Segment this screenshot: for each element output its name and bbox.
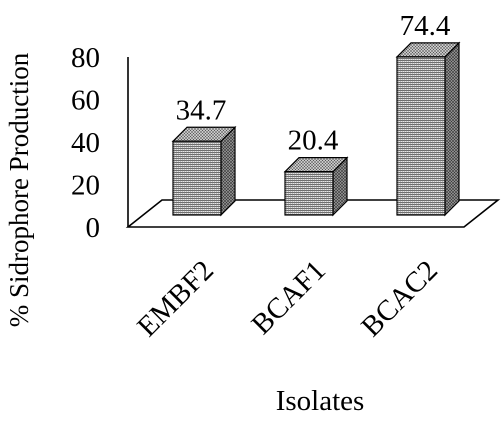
- bar-bcac2: [395, 41, 461, 217]
- x-tick-label: EMBF2: [131, 254, 220, 343]
- bar-front: [396, 56, 446, 216]
- y-tick-labels: 0 20 40 60 80: [71, 42, 100, 244]
- y-tick-label: 80: [71, 42, 100, 74]
- x-tick-label: BCAC2: [355, 254, 444, 343]
- bar-side: [220, 125, 236, 217]
- bar-front: [284, 171, 334, 216]
- bars: [171, 41, 461, 217]
- data-label: 74.4: [400, 10, 451, 42]
- data-label: 34.7: [176, 94, 227, 126]
- bar-bcaf1: [283, 156, 349, 217]
- y-tick-label: 60: [71, 85, 100, 117]
- y-axis-title: % Sidrophore Production: [4, 52, 34, 327]
- bar-front: [172, 140, 222, 216]
- x-tick-labels: EMBF2 BCAF1 BCAC2: [131, 254, 444, 343]
- y-tick-label: 40: [71, 127, 100, 159]
- data-labels: 34.7 20.4 74.4: [176, 10, 451, 157]
- bar-embf2: [171, 125, 237, 217]
- y-tick-label: 20: [71, 170, 100, 202]
- x-tick-label: BCAF1: [245, 254, 331, 340]
- data-label: 20.4: [288, 125, 339, 157]
- y-tick-label: 0: [86, 212, 101, 244]
- x-axis-title: Isolates: [276, 385, 365, 417]
- bar-side: [444, 41, 460, 217]
